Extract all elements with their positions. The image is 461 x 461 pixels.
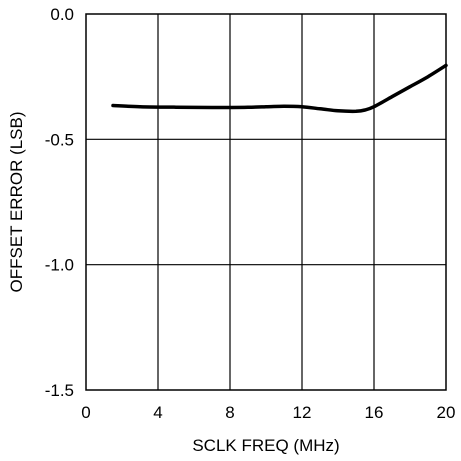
x-tick-label: 20 (437, 403, 456, 422)
y-tick-label: 0.0 (50, 5, 74, 24)
y-axis-label: OFFSET ERROR (LSB) (7, 111, 26, 292)
x-tick-label: 8 (225, 403, 234, 422)
x-tick-label: 12 (293, 403, 312, 422)
series-line (111, 63, 448, 114)
x-tick-label: 0 (81, 403, 90, 422)
series-group (111, 63, 448, 114)
y-tick-label: -1.0 (45, 256, 74, 275)
x-tick-label: 16 (365, 403, 384, 422)
y-tick-labels: 0.0 -0.5 -1.0 -1.5 (45, 5, 74, 400)
x-tick-labels: 0 4 8 12 16 20 (81, 403, 455, 422)
plot-frame (85, 13, 447, 391)
y-tick-label: -0.5 (45, 130, 74, 149)
x-tick-label: 4 (153, 403, 162, 422)
grid (86, 14, 446, 390)
y-tick-label: -1.5 (45, 381, 74, 400)
x-axis-label: SCLK FREQ (MHz) (192, 436, 339, 455)
